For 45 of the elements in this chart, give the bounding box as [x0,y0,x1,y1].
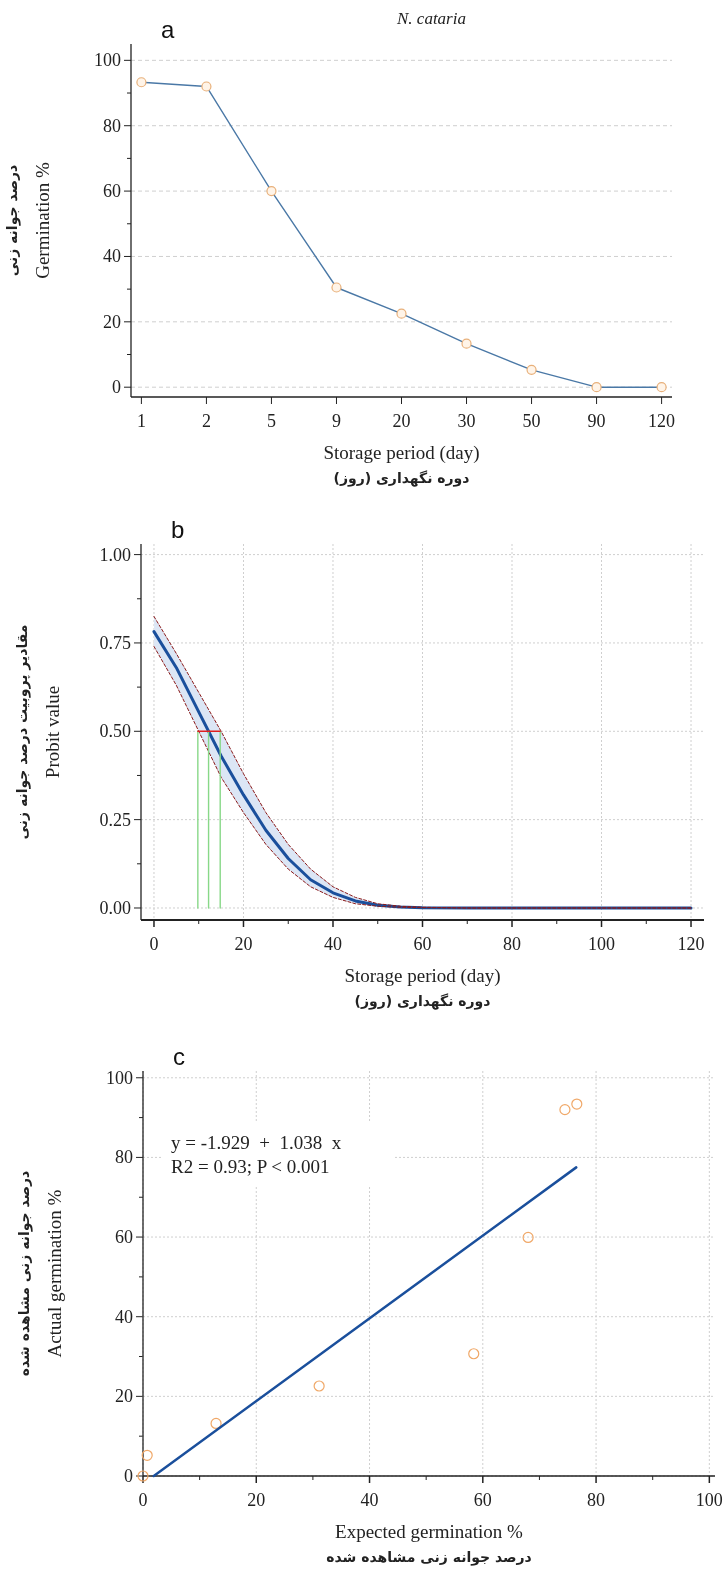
y-tick-label: 0.25 [99,809,131,830]
x-tick-label: 20 [234,934,253,954]
x-tick-label: 30 [457,411,476,431]
y-tick-label: 20 [115,1386,133,1407]
text: b [171,516,185,543]
y-tick-label: 40 [115,1306,133,1327]
text: c [173,1043,185,1070]
x-tick-label: 20 [392,411,411,431]
y-tick-label: 60 [103,181,121,202]
annotation: y = -1.929 + 1.038 x [171,1132,342,1153]
y-tick-label: 1.00 [99,544,131,565]
y-tick-label: 80 [103,115,121,136]
y-tick-label: 80 [115,1147,133,1168]
y-tick-label: 0.75 [99,632,131,653]
x-tick-label: 120 [648,411,676,431]
y-tick-label: 0 [112,377,121,398]
y-tick-label: 60 [115,1227,133,1248]
y-tick-label: 0 [124,1466,133,1486]
x-tick-label: 9 [331,411,341,431]
x-tick-label: 80 [503,934,522,954]
x-tick-label: 60 [413,934,432,954]
x-tick-label: 1 [136,411,146,431]
y-tick-label: 20 [103,311,121,332]
x-tick-label: 90 [587,411,606,431]
x-tick-label: 80 [587,1490,606,1510]
x-tick-label: 100 [588,934,616,954]
x-tick-label: 100 [695,1490,723,1510]
x-tick-label: 0 [138,1490,148,1510]
x-tick-label: 2 [201,411,211,431]
x-tick-label: 40 [323,934,342,954]
x-tick-label: 60 [473,1490,492,1510]
x-tick-label: 50 [522,411,541,431]
text: a [161,16,175,43]
x-tick-label: 40 [360,1490,379,1510]
x-tick-label: 20 [247,1490,266,1510]
x-tick-label: 5 [266,411,276,431]
y-tick-label: 0.50 [99,721,131,742]
y-tick-label: 100 [106,1067,133,1088]
chart-title: N. cataria [396,9,466,28]
x-tick-label: 120 [677,934,705,954]
y-tick-label: 100 [94,50,121,71]
x-tick-label: 0 [149,934,159,954]
y-tick-label: 40 [103,246,121,267]
annotation: R2 = 0.93; P < 0.001 [171,1156,330,1177]
y-tick-label: 0.00 [99,897,131,918]
